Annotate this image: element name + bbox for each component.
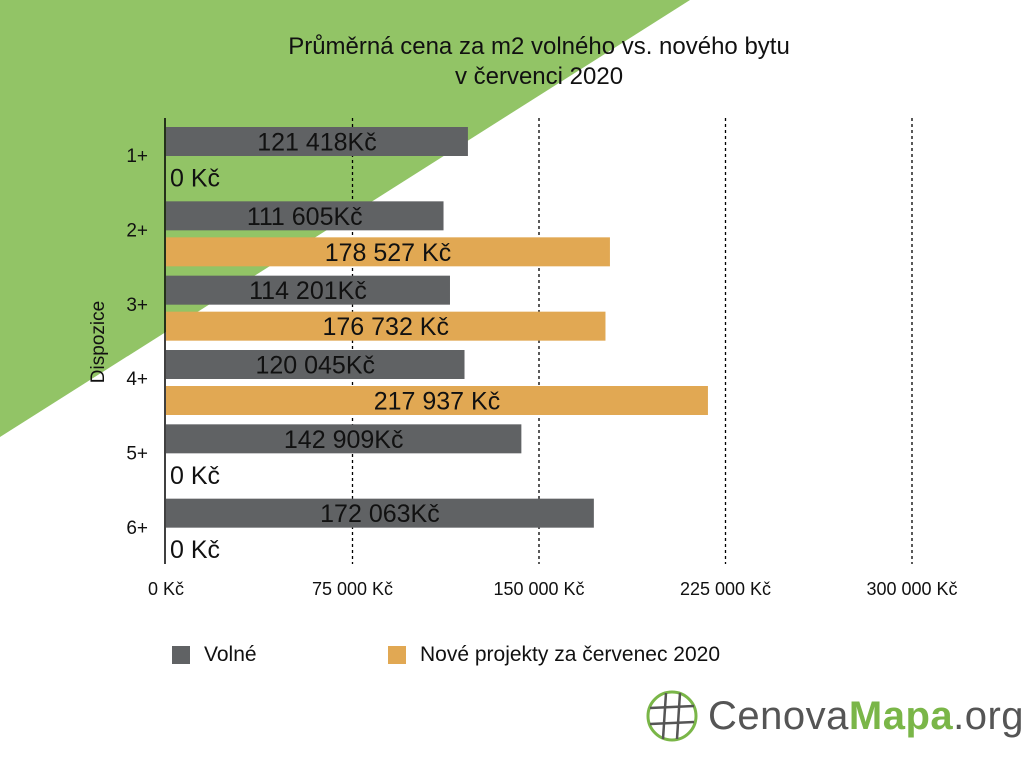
axes: 0 Kč 75 000 Kč 150 000 Kč 225 000 Kč 300 000… (126, 118, 958, 599)
bar-volne-0 (166, 127, 468, 156)
y-axis-label: Dispozice (88, 301, 109, 383)
x-tick-label-1: 75 000 Kč (312, 579, 393, 599)
x-tick-label-3: 225 000 Kč (680, 579, 771, 599)
y-tick-label-5: 6+ (126, 518, 148, 539)
bar-label-volne-3: 120 045Kč (255, 352, 375, 380)
bars (166, 127, 708, 528)
logo-text: CenovaMapa.org (708, 694, 1024, 739)
bar-nove-3 (166, 386, 708, 415)
legend-label-volne: Volné (204, 643, 257, 666)
y-tick-label-0: 1+ (126, 146, 148, 167)
bar-volne-4 (166, 424, 522, 454)
bar-volne-1 (166, 201, 444, 231)
bar-label-nove-2: 176 732 Kč (322, 313, 449, 341)
bar-label-volne-5: 172 063Kč (320, 500, 440, 528)
legend-swatch-nove (388, 646, 406, 664)
legend-item-nove: Nové projekty za červenec 2020 (388, 643, 720, 667)
grid-lines (351, 118, 913, 564)
bar-label-nove-4: 0 Kč (170, 462, 220, 490)
cenovamapa-logo: CenovaMapa.org (644, 688, 1024, 744)
chart-title: Průměrná cena za m2 volného vs. nového b… (0, 32, 1024, 92)
chart-title-line-2: v červenci 2020 (454, 63, 624, 90)
chart-title-line-1: Průměrná cena za m2 volného vs. nového b… (288, 33, 790, 60)
bar-label-volne-4: 142 909Kč (284, 426, 404, 454)
logo-text-mid: Mapa (848, 693, 954, 738)
bar-label-nove-5: 0 Kč (170, 536, 220, 564)
bar-label-nove-0: 0 Kč (170, 165, 220, 193)
bar-labels: 121 418Kč 0 Kč 111 605Kč 178 527 Kč 114 201K… (170, 129, 500, 565)
bar-label-nove-1: 178 527 Kč (325, 239, 452, 267)
logo-text-right: .org (953, 693, 1024, 738)
bar-label-volne-0: 121 418Kč (257, 129, 377, 157)
bar-label-volne-1: 111 605Kč (247, 203, 363, 231)
y-tick-label-1: 2+ (126, 221, 148, 242)
bar-volne-2 (166, 275, 450, 305)
x-tick-label-0: 0 Kč (148, 579, 184, 599)
bar-nove-2 (166, 311, 606, 341)
bar-nove-1 (166, 237, 610, 267)
y-tick-label-4: 5+ (126, 444, 148, 465)
bar-label-volne-2: 114 201Kč (249, 277, 367, 305)
logo-text-left: Cenova (708, 693, 849, 738)
bar-label-nove-3: 217 937 Kč (374, 388, 501, 416)
y-tick-label-2: 3+ (126, 295, 148, 316)
bar-chart: 121 418Kč 0 Kč 111 605Kč 178 527 Kč 114 201K… (88, 118, 958, 599)
legend-item-volne: Volné (172, 643, 257, 667)
bar-volne-3 (166, 350, 465, 379)
y-tick-label-3: 4+ (126, 369, 148, 390)
legend-label-nove: Nové projekty za červenec 2020 (420, 643, 720, 666)
x-tick-label-2: 150 000 Kč (493, 579, 584, 599)
bar-volne-5 (166, 498, 594, 528)
x-tick-label-4: 300 000 Kč (866, 579, 957, 599)
legend-swatch-volne (172, 646, 190, 664)
globe-grid-icon (646, 690, 698, 742)
